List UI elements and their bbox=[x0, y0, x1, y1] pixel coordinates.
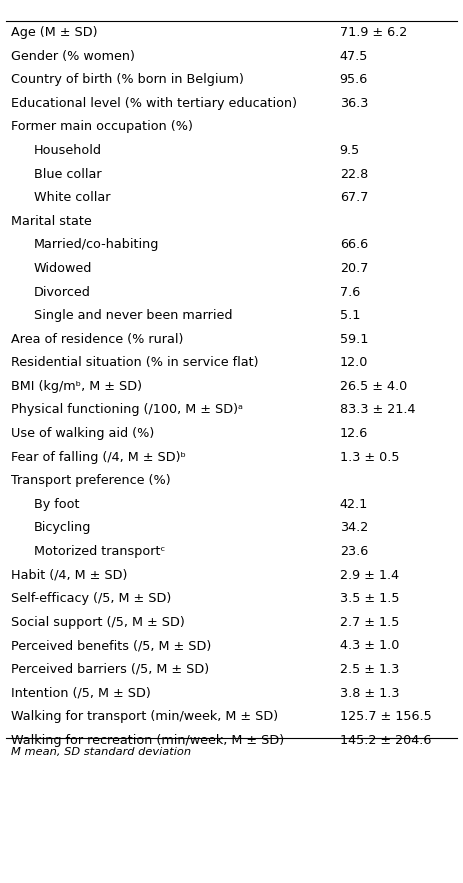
Text: 7.6: 7.6 bbox=[340, 285, 360, 298]
Text: 2.9 ± 1.4: 2.9 ± 1.4 bbox=[340, 569, 399, 582]
Text: 34.2: 34.2 bbox=[340, 522, 368, 534]
Text: Fear of falling (/4, M ± SD)ᵇ: Fear of falling (/4, M ± SD)ᵇ bbox=[11, 450, 186, 464]
Text: Transport preference (%): Transport preference (%) bbox=[11, 474, 170, 487]
Text: 71.9 ± 6.2: 71.9 ± 6.2 bbox=[340, 26, 407, 39]
Text: 3.5 ± 1.5: 3.5 ± 1.5 bbox=[340, 592, 399, 605]
Text: White collar: White collar bbox=[34, 191, 110, 204]
Text: Married/co-habiting: Married/co-habiting bbox=[34, 238, 159, 252]
Text: 95.6: 95.6 bbox=[340, 73, 368, 87]
Text: 36.3: 36.3 bbox=[340, 97, 368, 109]
Text: Perceived barriers (/5, M ± SD): Perceived barriers (/5, M ± SD) bbox=[11, 663, 209, 676]
Text: 47.5: 47.5 bbox=[340, 49, 368, 63]
Text: 26.5 ± 4.0: 26.5 ± 4.0 bbox=[340, 380, 407, 393]
Text: BMI (kg/mᵇ, M ± SD): BMI (kg/mᵇ, M ± SD) bbox=[11, 380, 142, 393]
Text: 67.7: 67.7 bbox=[340, 191, 368, 204]
Text: Social support (/5, M ± SD): Social support (/5, M ± SD) bbox=[11, 615, 184, 629]
Text: Gender (% women): Gender (% women) bbox=[11, 49, 134, 63]
Text: 125.7 ± 156.5: 125.7 ± 156.5 bbox=[340, 710, 432, 723]
Text: Single and never been married: Single and never been married bbox=[34, 309, 232, 322]
Text: 66.6: 66.6 bbox=[340, 238, 368, 252]
Text: 23.6: 23.6 bbox=[340, 545, 368, 558]
Text: Marital state: Marital state bbox=[11, 215, 91, 228]
Text: 22.8: 22.8 bbox=[340, 168, 368, 181]
Text: Age (M ± SD): Age (M ± SD) bbox=[11, 26, 97, 39]
Text: Country of birth (% born in Belgium): Country of birth (% born in Belgium) bbox=[11, 73, 244, 87]
Text: Area of residence (% rural): Area of residence (% rural) bbox=[11, 333, 183, 346]
Text: Widowed: Widowed bbox=[34, 262, 92, 275]
Text: Educational level (% with tertiary education): Educational level (% with tertiary educa… bbox=[11, 97, 297, 109]
Text: 1.3 ± 0.5: 1.3 ± 0.5 bbox=[340, 450, 399, 464]
Text: 12.6: 12.6 bbox=[340, 427, 368, 440]
Text: M mean, SD standard deviation: M mean, SD standard deviation bbox=[11, 747, 191, 758]
Text: Former main occupation (%): Former main occupation (%) bbox=[11, 120, 193, 133]
Text: 145.2 ± 204.6: 145.2 ± 204.6 bbox=[340, 734, 431, 747]
Text: Intention (/5, M ± SD): Intention (/5, M ± SD) bbox=[11, 687, 150, 699]
Text: 20.7: 20.7 bbox=[340, 262, 368, 275]
Text: Motorized transportᶜ: Motorized transportᶜ bbox=[34, 545, 165, 558]
Text: Walking for transport (min/week, M ± SD): Walking for transport (min/week, M ± SD) bbox=[11, 710, 278, 723]
Text: By foot: By foot bbox=[34, 498, 79, 511]
Text: 3.8 ± 1.3: 3.8 ± 1.3 bbox=[340, 687, 399, 699]
Text: Walking for recreation (min/week, M ± SD): Walking for recreation (min/week, M ± SD… bbox=[11, 734, 284, 747]
Text: Use of walking aid (%): Use of walking aid (%) bbox=[11, 427, 154, 440]
Text: 2.5 ± 1.3: 2.5 ± 1.3 bbox=[340, 663, 399, 676]
Text: Self-efficacy (/5, M ± SD): Self-efficacy (/5, M ± SD) bbox=[11, 592, 171, 605]
Text: 9.5: 9.5 bbox=[340, 144, 360, 157]
Text: Habit (/4, M ± SD): Habit (/4, M ± SD) bbox=[11, 569, 127, 582]
Text: Household: Household bbox=[34, 144, 101, 157]
Text: Blue collar: Blue collar bbox=[34, 168, 101, 181]
Text: 12.0: 12.0 bbox=[340, 357, 368, 369]
Text: Physical functioning (/100, M ± SD)ᵃ: Physical functioning (/100, M ± SD)ᵃ bbox=[11, 404, 243, 417]
Text: 2.7 ± 1.5: 2.7 ± 1.5 bbox=[340, 615, 399, 629]
Text: 4.3 ± 1.0: 4.3 ± 1.0 bbox=[340, 639, 399, 653]
Text: 5.1: 5.1 bbox=[340, 309, 360, 322]
Text: 83.3 ± 21.4: 83.3 ± 21.4 bbox=[340, 404, 415, 417]
Text: Residential situation (% in service flat): Residential situation (% in service flat… bbox=[11, 357, 258, 369]
Text: Bicycling: Bicycling bbox=[34, 522, 91, 534]
Text: Divorced: Divorced bbox=[34, 285, 90, 298]
Text: 59.1: 59.1 bbox=[340, 333, 368, 346]
Text: Perceived benefits (/5, M ± SD): Perceived benefits (/5, M ± SD) bbox=[11, 639, 211, 653]
Text: 42.1: 42.1 bbox=[340, 498, 368, 511]
